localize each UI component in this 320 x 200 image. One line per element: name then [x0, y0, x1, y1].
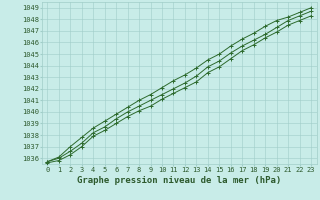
X-axis label: Graphe pression niveau de la mer (hPa): Graphe pression niveau de la mer (hPa) [77, 176, 281, 185]
